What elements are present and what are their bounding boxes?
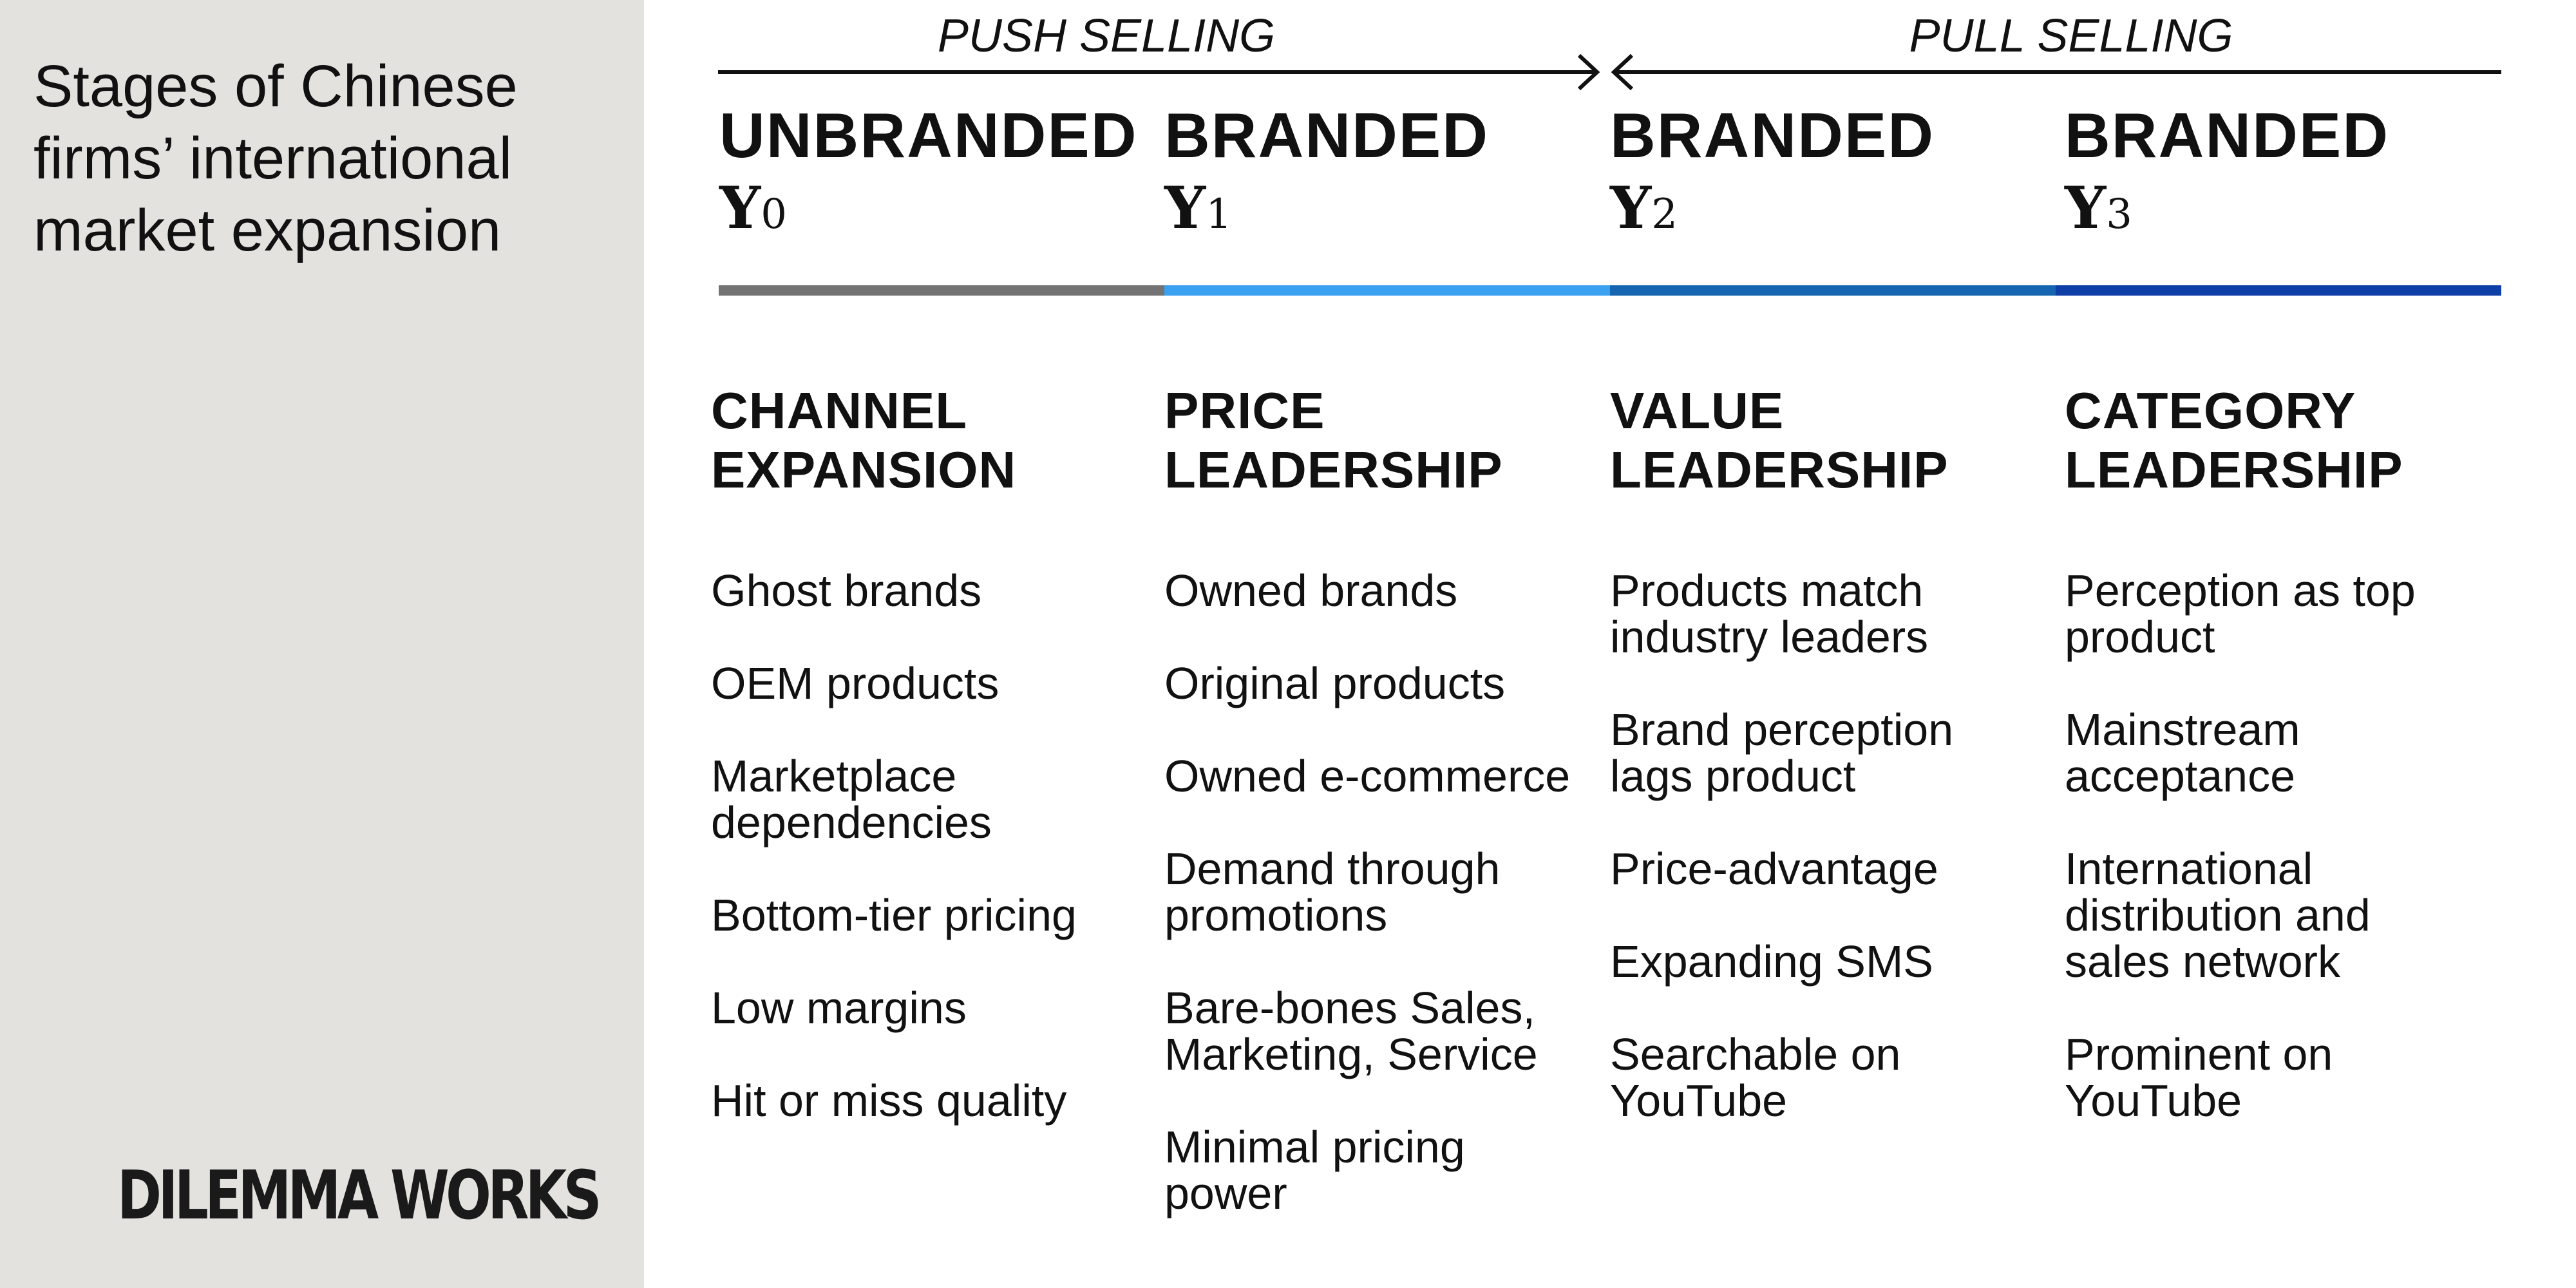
stage-y1: BRANDED Y1	[1164, 98, 1609, 250]
push-pull-arrows	[718, 53, 2501, 91]
column-price-leadership: PRICE LEADERSHIP Owned brands Original pr…	[1164, 381, 1615, 1263]
column-heading: PRICE LEADERSHIP	[1164, 382, 1503, 498]
list-item: International distribution and sales net…	[2065, 844, 2371, 987]
list-item: Original products	[1164, 658, 1506, 708]
list-item: Bottom-tier pricing	[711, 890, 1077, 940]
list-item: Bare-bones Sales, Marketing, Service	[1164, 983, 1538, 1079]
list-item: Mainstream acceptance	[2065, 705, 2300, 801]
list-item: OEM products	[711, 658, 999, 708]
column-heading: CATEGORY LEADERSHIP	[2065, 382, 2403, 498]
stage-year: Y3	[2065, 174, 2132, 242]
stage-name: BRANDED	[1610, 100, 1935, 171]
column-items: Ghost brands OEM products Marketplace depe…	[711, 567, 1162, 1124]
column-channel-expansion: CHANNEL EXPANSION Ghost brands OEM produc…	[711, 381, 1162, 1170]
column-category-leadership: CATEGORY LEADERSHIP Perception as top pr…	[2065, 381, 2515, 1170]
stage-year: Y1	[1164, 174, 1232, 242]
stage-y2: BRANDED Y2	[1610, 98, 2054, 250]
list-item: Owned e-commerce	[1164, 751, 1571, 801]
sidebar: Stages of Chinese firms’ international m…	[0, 0, 644, 1288]
stage-name: BRANDED	[1164, 100, 1489, 171]
stage-bar-y1	[1164, 285, 1610, 296]
column-items: Products match industry leaders Brand per…	[1610, 567, 2061, 1124]
push-arrow-icon	[718, 53, 1600, 91]
list-item: Hit or miss quality	[711, 1075, 1067, 1126]
list-item: Prominent on YouTube	[2065, 1029, 2333, 1126]
column-items: Perception as top product Mainstream acce…	[2065, 567, 2515, 1124]
stage-bar-y2	[1610, 285, 2056, 296]
list-item: Marketplace dependencies	[711, 751, 992, 848]
stage-year: Y2	[1610, 174, 1678, 242]
stage-year: Y0	[719, 174, 787, 242]
list-item: Expanding SMS	[1610, 936, 1933, 987]
list-item: Perception as top product	[2065, 565, 2416, 662]
list-item: Products match industry leaders	[1610, 565, 1929, 662]
stage-name: BRANDED	[2065, 100, 2389, 171]
stage-y3: BRANDED Y3	[2065, 98, 2509, 250]
push-selling-label: PUSH SELLING	[937, 10, 1276, 62]
stage-y0: UNBRANDED Y0	[719, 98, 1164, 250]
list-item: Low margins	[711, 983, 967, 1033]
stage-name: UNBRANDED	[719, 100, 1138, 171]
column-heading: VALUE LEADERSHIP	[1610, 382, 1949, 498]
column-items: Owned brands Original products Owned e-com…	[1164, 567, 1615, 1217]
list-item: Brand perception lags product	[1610, 705, 1954, 801]
stage-bar-y3	[2056, 285, 2501, 296]
column-heading: CHANNEL EXPANSION	[711, 382, 1017, 498]
pull-selling-label: PULL SELLING	[1909, 10, 2233, 62]
list-item: Minimal pricing power	[1164, 1122, 1465, 1218]
pull-arrow-icon	[1611, 53, 2501, 91]
list-item: Ghost brands	[711, 565, 982, 616]
column-value-leadership: VALUE LEADERSHIP Products match industry…	[1610, 381, 2061, 1170]
list-item: Price-advantage	[1610, 844, 1938, 894]
page-title: Stages of Chinese firms’ international m…	[33, 53, 518, 263]
stage-bar-y0	[719, 285, 1164, 296]
list-item: Owned brands	[1164, 565, 1458, 616]
list-item: Demand through promotions	[1164, 844, 1501, 940]
list-item: Searchable on YouTube	[1610, 1029, 1901, 1126]
dilemma-works-logo: DILEMMA WORKS	[117, 1156, 602, 1235]
